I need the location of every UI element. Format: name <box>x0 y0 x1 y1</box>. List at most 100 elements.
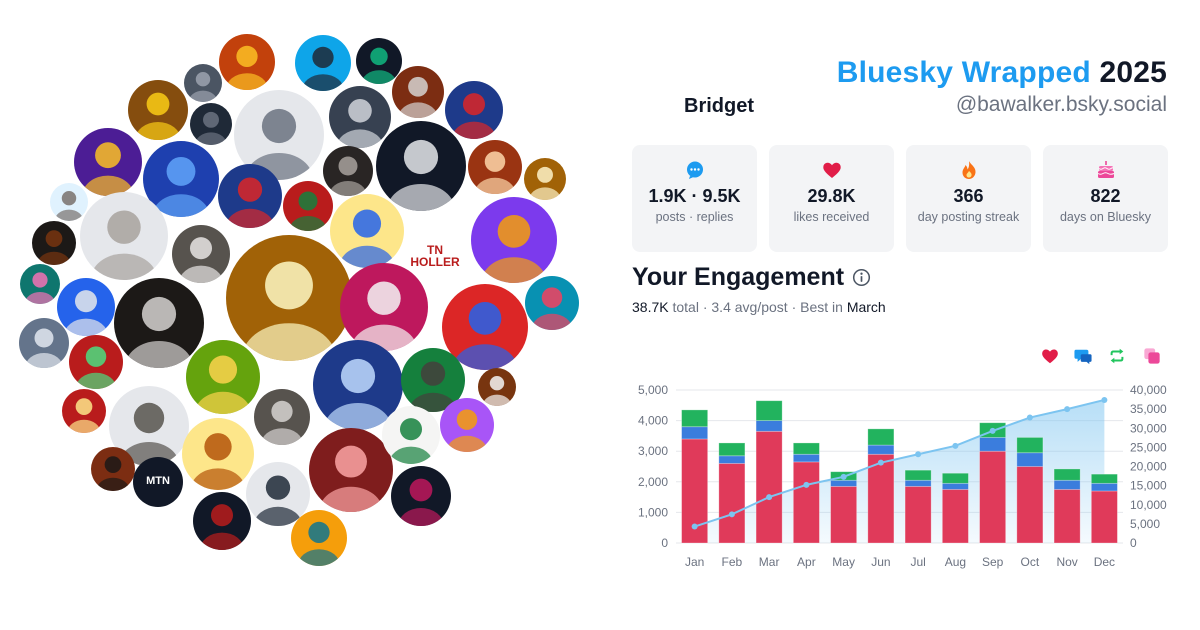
cumulative-point <box>1026 414 1033 421</box>
avatar-pop-art-portrait[interactable] <box>219 34 275 90</box>
x-tick-label: Mar <box>759 555 780 569</box>
engagement-total-suffix: total · <box>672 299 708 315</box>
y2-tick-label: 25,000 <box>1130 440 1167 454</box>
avatar-woman-red[interactable] <box>391 466 451 526</box>
avatar-mtn-label: MTN <box>146 475 170 487</box>
avatar-masks[interactable] <box>246 462 310 526</box>
avatar-green-logo[interactable] <box>356 38 402 84</box>
y-tick-label: 2,000 <box>638 475 668 489</box>
avatar-dog[interactable] <box>172 225 230 283</box>
posts-replies-value: 1.9K · 9.5K <box>648 186 741 206</box>
avatar-man-smile[interactable] <box>468 140 522 194</box>
x-tick-label: Jul <box>910 555 925 569</box>
avatar-blue-portrait[interactable] <box>143 141 219 217</box>
bar-likes <box>904 485 932 544</box>
avatar-elder-man[interactable] <box>50 183 88 221</box>
reply-bubble-icon[interactable] <box>1074 347 1092 365</box>
bar-reposts <box>1053 468 1081 481</box>
avatar-man-red-shirt[interactable] <box>62 389 106 433</box>
avatar-bald-man-red[interactable] <box>309 428 393 512</box>
avatar-woman-smiling[interactable] <box>182 418 254 490</box>
bar-reposts <box>1090 473 1118 484</box>
title-main: Bluesky Wrapped <box>836 56 1091 89</box>
avatar-couple[interactable] <box>128 80 188 140</box>
avatar-white-house[interactable] <box>340 263 428 351</box>
avatar-cloud: TN HOLLER MTN <box>19 34 579 566</box>
bar-likes <box>1053 489 1081 544</box>
y-tick-label: 0 <box>661 536 668 550</box>
cumulative-point <box>728 511 735 518</box>
avatar-psychedelic-art[interactable] <box>20 264 60 304</box>
bar-reposts <box>867 428 895 446</box>
avatar-woman-blue-sky[interactable] <box>295 35 351 91</box>
avatar-bearded-man[interactable] <box>32 221 76 265</box>
avatar-bride-of-frankenstein[interactable] <box>376 121 466 211</box>
avatar-tie-dye-skull[interactable] <box>525 276 579 330</box>
avatar-steal-your-face[interactable] <box>442 284 528 370</box>
avatar-man-glasses[interactable] <box>74 128 142 196</box>
avatar-pride-dancer[interactable] <box>471 197 557 283</box>
info-icon[interactable] <box>852 268 871 287</box>
avatar-rocker[interactable] <box>478 368 516 406</box>
bar-likes <box>867 453 895 544</box>
heart-icon[interactable] <box>1041 347 1059 365</box>
avatar-man-hat[interactable] <box>329 86 391 148</box>
bar-replies <box>1090 482 1118 492</box>
x-tick-label: Jan <box>685 555 704 569</box>
bar-replies <box>1016 452 1044 467</box>
avatar-fist-badge[interactable] <box>382 406 440 464</box>
avatar-caricature[interactable] <box>330 194 404 268</box>
avatar-silhouette[interactable] <box>91 447 135 491</box>
avatar-mtn[interactable]: MTN <box>133 457 183 507</box>
quote-icon[interactable] <box>1143 347 1161 365</box>
y-tick-label: 3,000 <box>638 444 668 458</box>
bar-likes <box>979 450 1007 544</box>
avatar-christmas[interactable] <box>283 181 333 231</box>
bar-replies <box>1053 479 1081 490</box>
display-name: Bridget <box>684 95 754 117</box>
posts-replies-label: posts · replies <box>655 210 734 224</box>
avatar-man-sunglasses[interactable] <box>69 335 123 389</box>
avatar-poster-text[interactable] <box>254 389 310 445</box>
bar-replies <box>792 453 820 463</box>
bar-likes <box>830 485 858 544</box>
bar-reposts <box>718 442 746 457</box>
repost-icon[interactable] <box>1108 347 1126 365</box>
posting-streak-label: day posting streak <box>917 210 1020 224</box>
cumulative-point <box>877 459 884 466</box>
engagement-summary: 38.7K total · 3.4 avg/post · Best in Mar… <box>632 299 886 315</box>
x-tick-label: Aug <box>945 555 966 569</box>
title-year: 2025 <box>1099 56 1167 89</box>
avatar-old-man[interactable] <box>19 318 69 368</box>
avatar-tn-holler[interactable]: TN HOLLER <box>406 222 464 280</box>
speech-bubble-icon <box>686 161 703 179</box>
y2-tick-label: 40,000 <box>1130 383 1167 397</box>
avatar-photo-dark[interactable] <box>392 66 444 118</box>
bar-replies <box>979 437 1007 452</box>
avatar-ocean-wave[interactable] <box>313 340 403 430</box>
cake-icon <box>1097 161 1114 178</box>
avatar-man-dark[interactable] <box>190 103 232 145</box>
avatar-woman-dark[interactable] <box>323 146 373 196</box>
avatar-dead-logo-small[interactable] <box>218 164 282 228</box>
page-title: Bluesky Wrapped 2025 <box>837 56 1167 90</box>
avatar-politician[interactable] <box>445 81 503 139</box>
avatar-bald-man[interactable] <box>186 340 260 414</box>
bar-replies <box>867 444 895 455</box>
cumulative-point <box>803 481 810 488</box>
avatar-comic-woman[interactable] <box>291 510 347 566</box>
avatar-guy-fawkes[interactable] <box>193 492 251 550</box>
avatar-cat[interactable] <box>524 158 566 200</box>
y2-tick-label: 30,000 <box>1130 421 1167 435</box>
bar-reposts <box>1016 437 1044 454</box>
avatar-actor[interactable] <box>114 278 204 368</box>
likes-received-value: 29.8K <box>807 186 856 206</box>
bar-replies <box>681 426 709 440</box>
user-handle[interactable]: @bawalker.bsky.social <box>955 93 1167 116</box>
avatar-warrior-woman[interactable] <box>226 235 352 361</box>
x-tick-label: Oct <box>1021 555 1040 569</box>
avatar-man-sketch[interactable] <box>184 64 222 102</box>
avatar-bearded-artist[interactable] <box>440 398 494 452</box>
avatar-blonde-woman[interactable] <box>80 192 168 280</box>
avatar-man-portrait[interactable] <box>57 278 115 336</box>
